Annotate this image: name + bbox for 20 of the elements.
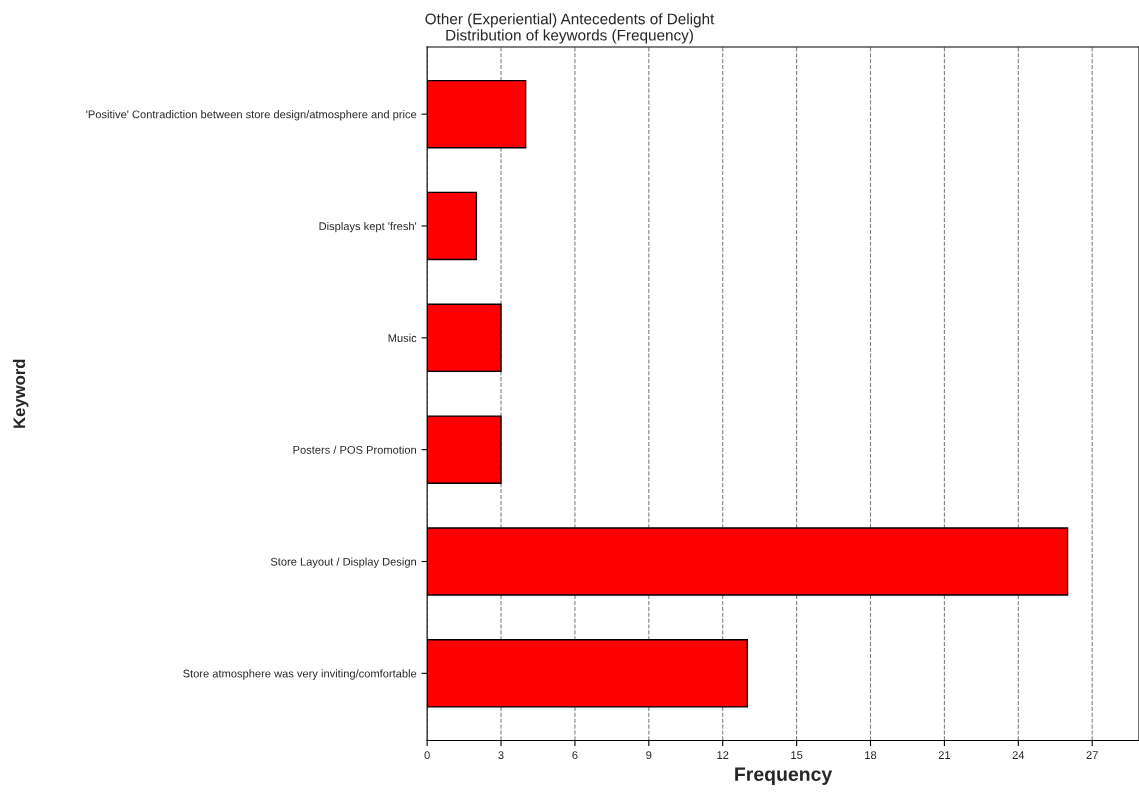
y-tick-label: Music (388, 333, 417, 342)
x-tick-label: 18 (865, 751, 877, 760)
x-tick-label: 24 (1012, 751, 1025, 759)
x-tick-label: 21 (938, 751, 951, 759)
x-axis-title: Frequency (735, 767, 833, 785)
y-tick-label: Displays kept 'fresh' (319, 221, 417, 233)
chart-subtitle: Distribution of keywords (Frequency) (446, 29, 693, 44)
y-axis-title: Keyword (12, 359, 29, 428)
x-tick-label: 9 (646, 751, 652, 760)
x-tick-label: 0 (424, 751, 430, 760)
y-tick-label: Store atmosphere was very inviting/comfortable (183, 669, 417, 680)
x-tick-label: 3 (498, 751, 504, 760)
y-tick-label: Posters / POS Promotion (293, 445, 416, 454)
y-tick-label: 'Positive' Contradiction between store design/atmosphere and price (86, 110, 417, 121)
x-tick-label: 27 (1086, 751, 1098, 759)
x-tick-label: 6 (572, 751, 578, 760)
y-tick-label: Store Layout / Display Design (270, 557, 416, 568)
chart-title: Other (Experiential) Antecedents of Delight (425, 13, 715, 28)
x-tick-label: 15 (791, 751, 803, 760)
x-tick-label: 12 (717, 751, 729, 759)
